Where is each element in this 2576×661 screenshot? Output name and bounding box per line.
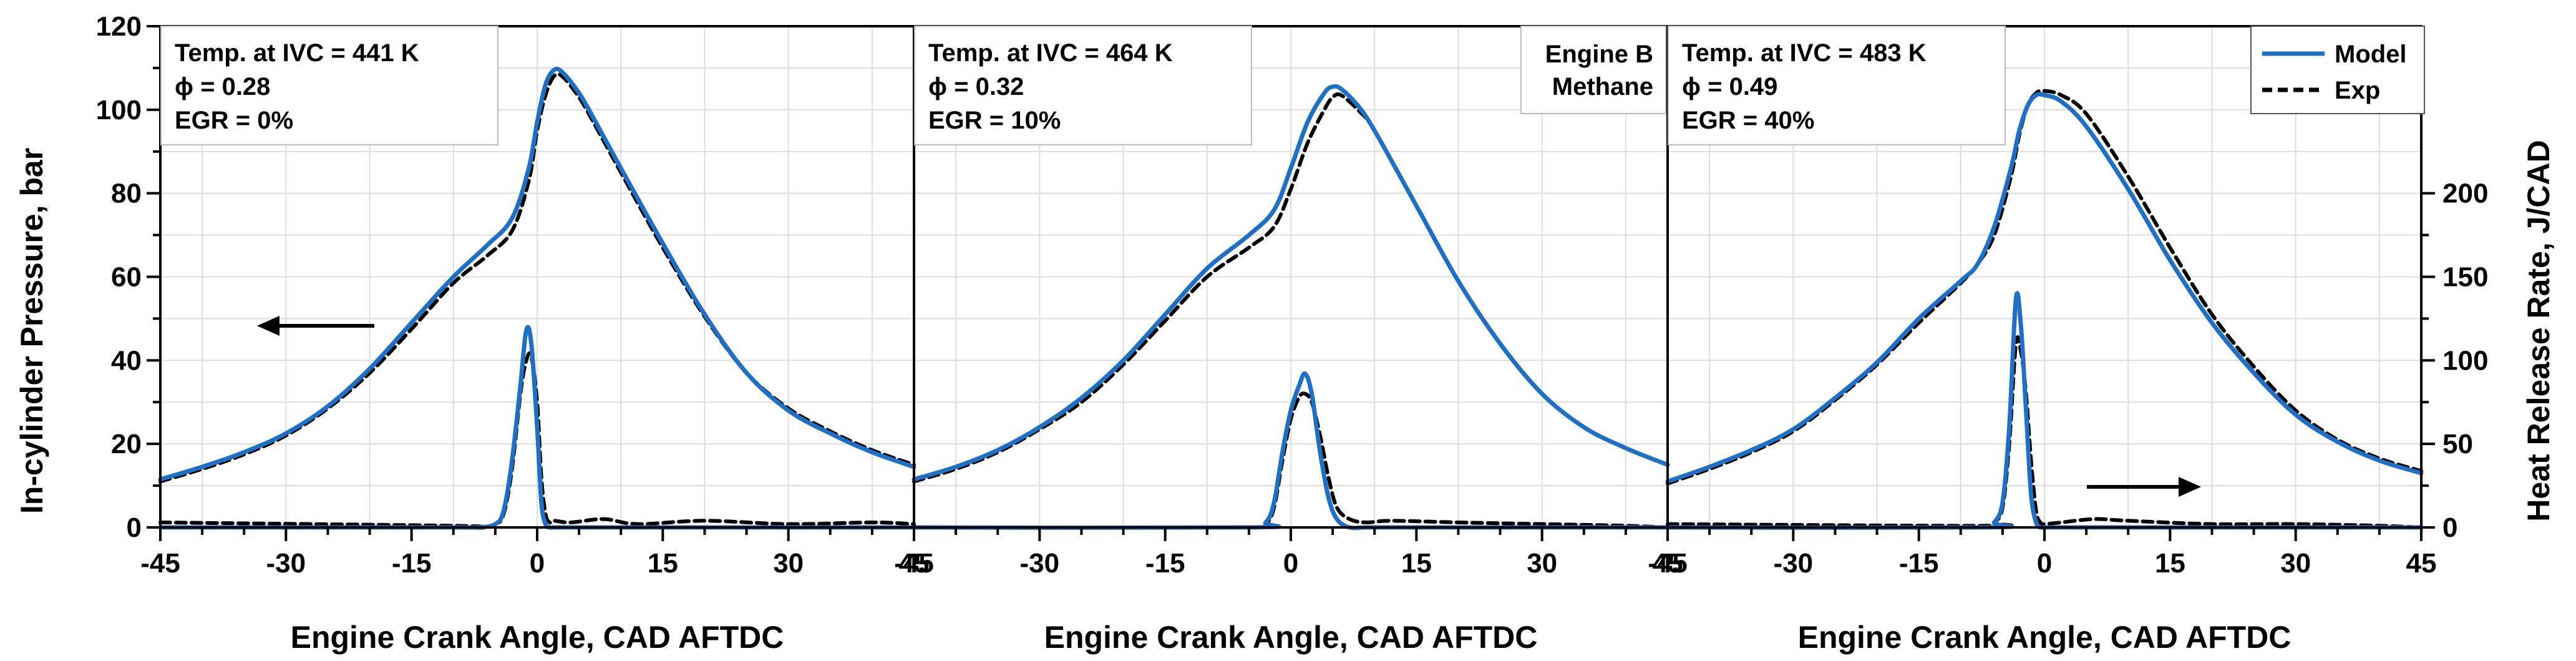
x-tick-label: -30 bbox=[1020, 548, 1060, 579]
x-tick-label: -30 bbox=[1774, 548, 1814, 579]
info-box-3: Temp. at IVC = 483 K ϕ = 0.49 EGR = 40% bbox=[1668, 26, 2006, 145]
x-tick-label: 45 bbox=[899, 548, 930, 579]
x-axis-title-panel-3: Engine Crank Angle, CAD AFTDC bbox=[1798, 620, 2292, 655]
pressure-axis-arrow-head bbox=[257, 316, 279, 336]
hrr-axis-arrow-head bbox=[2179, 477, 2201, 497]
x-tick-label: 15 bbox=[648, 548, 678, 579]
engine-label-line-2: Methane bbox=[1552, 73, 1653, 100]
info-box-1-frame bbox=[160, 26, 498, 145]
x-tick-label: 30 bbox=[773, 548, 804, 579]
info-box-1: Temp. at IVC = 441 K ϕ = 0.28 EGR = 0% bbox=[160, 26, 498, 145]
x-axis-title-panel-1: Engine Crank Angle, CAD AFTDC bbox=[291, 620, 784, 655]
x-tick-label: 45 bbox=[2406, 548, 2437, 579]
y-left-tick-label: 100 bbox=[96, 95, 142, 125]
engine-label-frame bbox=[1520, 26, 1666, 114]
y-left-tick-label: 60 bbox=[111, 262, 142, 293]
legend: Model Exp bbox=[2250, 26, 2425, 114]
info-box-1-temp: Temp. at IVC = 441 K bbox=[175, 39, 419, 67]
info-box-2-phi: ϕ = 0.32 bbox=[928, 73, 1024, 100]
x-tick-label: 0 bbox=[2037, 548, 2052, 579]
y-left-tick-label: 0 bbox=[127, 512, 142, 543]
x-tick-label: 30 bbox=[2280, 548, 2311, 579]
x-tick-label: 30 bbox=[1527, 548, 1557, 579]
info-box-2-egr: EGR = 10% bbox=[928, 107, 1061, 134]
legend-exp-label: Exp bbox=[2335, 77, 2380, 104]
info-box-1-egr: EGR = 0% bbox=[175, 107, 293, 134]
engine-label-line-1: Engine B bbox=[1545, 41, 1653, 68]
info-box-3-egr: EGR = 40% bbox=[1682, 107, 1814, 134]
y-right-tick-label: 100 bbox=[2442, 345, 2488, 376]
engine-label-box: Engine B Methane bbox=[1520, 26, 1666, 114]
y-right-tick-label: 0 bbox=[2442, 512, 2457, 543]
pressure-axis-arrow bbox=[257, 316, 374, 336]
info-box-2-temp: Temp. at IVC = 464 K bbox=[928, 39, 1173, 67]
info-box-2: Temp. at IVC = 464 K ϕ = 0.32 EGR = 10% bbox=[914, 26, 1252, 145]
y-right-tick-label: 150 bbox=[2442, 262, 2488, 293]
x-tick-label: -45 bbox=[1648, 548, 1688, 579]
hrr-axis-arrow bbox=[2087, 477, 2201, 497]
x-tick-label: 15 bbox=[2155, 548, 2185, 579]
x-tick-label: -45 bbox=[894, 548, 934, 579]
x-tick-label: 45 bbox=[1653, 548, 1683, 579]
y-right-tick-label: 50 bbox=[2442, 429, 2473, 459]
info-box-2-frame bbox=[914, 26, 1252, 145]
x-tick-label: -30 bbox=[266, 548, 306, 579]
pressure-model-line-panel-2 bbox=[911, 84, 1670, 482]
y-right-axis-title: Heat Release Rate, J/CAD bbox=[2521, 140, 2556, 521]
info-box-3-phi: ϕ = 0.49 bbox=[1682, 73, 1777, 100]
x-tick-label: -45 bbox=[140, 548, 180, 579]
pressure-model-line-panel-1 bbox=[158, 66, 916, 482]
tick-layer: -45 -30 -15 0 15 30 45-45 -30 -15 0 15 30 45-45 -30 -1… bbox=[96, 11, 2489, 579]
y-right-tick-label: 200 bbox=[2442, 179, 2488, 209]
x-tick-label: -15 bbox=[1899, 548, 1939, 579]
y-left-tick-label: 120 bbox=[96, 11, 142, 42]
y-left-tick-label: 40 bbox=[111, 345, 142, 376]
info-box-3-frame bbox=[1668, 26, 2006, 145]
x-tick-label: -15 bbox=[1145, 548, 1185, 579]
info-box-3-temp: Temp. at IVC = 483 K bbox=[1682, 39, 1927, 67]
legend-frame bbox=[2250, 26, 2425, 114]
grid-layer bbox=[160, 26, 2421, 527]
y-left-tick-label: 20 bbox=[111, 429, 142, 459]
pressure-model-line-panel-3 bbox=[1665, 92, 2424, 484]
y-left-tick-label: 80 bbox=[111, 179, 142, 209]
x-axis-title-panel-2: Engine Crank Angle, CAD AFTDC bbox=[1044, 620, 1538, 655]
legend-model-label: Model bbox=[2335, 41, 2407, 68]
y-left-axis-title: In-cylinder Pressure, bar bbox=[14, 148, 49, 514]
x-tick-label: 0 bbox=[1283, 548, 1298, 579]
info-box-1-phi: ϕ = 0.28 bbox=[175, 73, 270, 100]
x-tick-label: -15 bbox=[392, 548, 432, 579]
x-tick-label: 15 bbox=[1401, 548, 1432, 579]
x-tick-label: 0 bbox=[530, 548, 545, 579]
